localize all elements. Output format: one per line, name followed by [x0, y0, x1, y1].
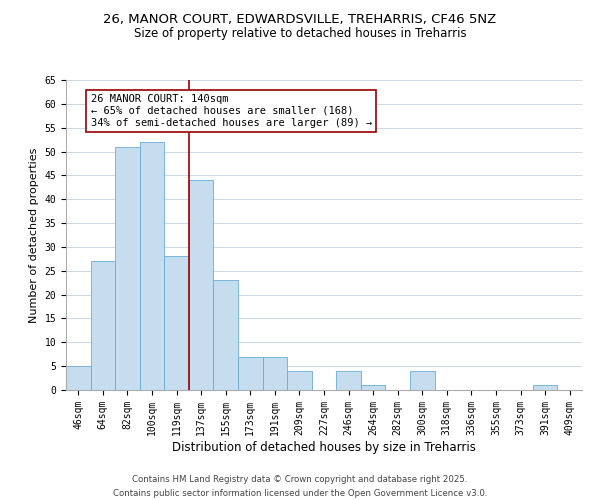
Text: 26, MANOR COURT, EDWARDSVILLE, TREHARRIS, CF46 5NZ: 26, MANOR COURT, EDWARDSVILLE, TREHARRIS…	[103, 12, 497, 26]
Bar	[140, 142, 164, 390]
Y-axis label: Number of detached properties: Number of detached properties	[29, 148, 39, 322]
Bar	[410, 371, 434, 390]
Bar	[66, 366, 91, 390]
Bar	[238, 356, 263, 390]
Bar	[214, 280, 238, 390]
X-axis label: Distribution of detached houses by size in Treharris: Distribution of detached houses by size …	[172, 440, 476, 454]
Bar	[263, 356, 287, 390]
Bar	[189, 180, 214, 390]
Bar	[361, 385, 385, 390]
Bar	[287, 371, 312, 390]
Text: Contains HM Land Registry data © Crown copyright and database right 2025.
Contai: Contains HM Land Registry data © Crown c…	[113, 476, 487, 498]
Bar	[533, 385, 557, 390]
Bar	[91, 261, 115, 390]
Bar	[336, 371, 361, 390]
Bar	[115, 147, 140, 390]
Text: Size of property relative to detached houses in Treharris: Size of property relative to detached ho…	[134, 28, 466, 40]
Bar	[164, 256, 189, 390]
Text: 26 MANOR COURT: 140sqm
← 65% of detached houses are smaller (168)
34% of semi-de: 26 MANOR COURT: 140sqm ← 65% of detached…	[91, 94, 372, 128]
